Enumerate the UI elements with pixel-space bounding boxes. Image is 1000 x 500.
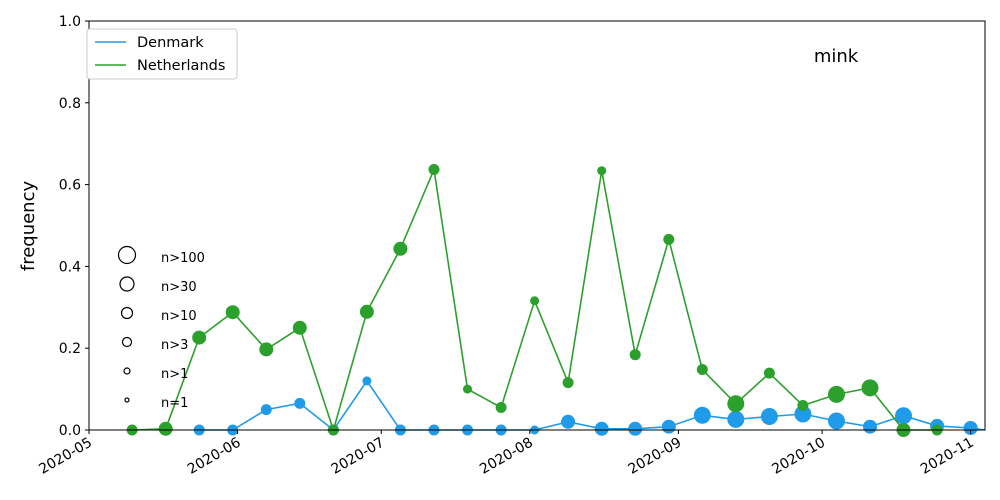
- data-point: [794, 405, 812, 423]
- data-point: [359, 304, 374, 319]
- y-tick-label: 0.2: [59, 341, 81, 357]
- y-tick-label: 0.4: [59, 259, 81, 275]
- series-layer: [126, 164, 986, 437]
- series-legend: Denmark Netherlands: [86, 28, 238, 80]
- data-point: [495, 402, 507, 413]
- data-point: [661, 419, 676, 434]
- size-legend-label: n>100: [161, 251, 205, 266]
- size-legend-marker: [119, 276, 135, 292]
- data-point: [863, 419, 877, 434]
- size-legend-marker: [117, 245, 137, 265]
- size-legend-marker: [124, 397, 130, 403]
- size-legend-label: n>30: [161, 280, 197, 295]
- data-point: [663, 233, 675, 245]
- data-point: [727, 410, 745, 428]
- data-point: [260, 404, 272, 416]
- data-point: [294, 397, 306, 409]
- data-point: [225, 305, 240, 320]
- data-point: [861, 379, 879, 397]
- size-legend-marker: [123, 367, 131, 375]
- data-point: [895, 407, 912, 425]
- x-axis: 2020-05 2020-06 2020-07 2020-08 2020-09 2020-…: [36, 430, 977, 478]
- y-tick-label: 0.0: [59, 423, 81, 439]
- x-tick-label: 2020-11: [918, 435, 977, 478]
- legend-label-netherlands: Netherlands: [137, 58, 225, 74]
- data-point: [727, 395, 745, 413]
- data-point: [292, 320, 307, 335]
- data-point: [797, 400, 809, 411]
- data-point: [259, 342, 274, 357]
- size-legend-label: n=1: [161, 396, 188, 411]
- x-tick-label: 2020-09: [626, 435, 685, 478]
- x-tick-label: 2020-07: [329, 435, 388, 478]
- size-legend: n>100 n>30 n>10 n>3 n>1 n=1: [117, 245, 205, 411]
- size-legend-label: n>1: [161, 367, 188, 382]
- data-point: [562, 377, 574, 389]
- data-point: [561, 414, 576, 429]
- y-tick-label: 0.8: [59, 96, 81, 112]
- data-point: [763, 367, 775, 379]
- data-point: [594, 421, 609, 436]
- data-point: [963, 421, 978, 435]
- chart-annotation: mink: [814, 46, 859, 67]
- y-tick-label: 0.6: [59, 178, 81, 194]
- legend-label-denmark: Denmark: [137, 35, 204, 51]
- size-legend-label: n>3: [161, 338, 188, 353]
- y-tick-label: 1.0: [59, 14, 81, 30]
- data-point: [530, 296, 540, 306]
- data-point: [362, 376, 372, 386]
- plot-frame: [88, 20, 986, 431]
- data-point: [696, 364, 708, 375]
- y-axis-label: frequency: [18, 181, 39, 272]
- data-point: [628, 421, 643, 436]
- data-point: [158, 421, 173, 436]
- data-point: [693, 406, 711, 424]
- size-legend-marker: [120, 306, 134, 320]
- x-tick-label: 2020-06: [185, 435, 244, 478]
- data-point: [192, 330, 207, 345]
- y-axis: 0.0 0.2 0.4 0.6 0.8 1.0: [59, 14, 89, 439]
- data-point: [463, 384, 472, 394]
- data-point: [760, 408, 778, 425]
- data-point: [629, 349, 641, 361]
- size-legend-marker: [121, 336, 133, 348]
- data-point: [597, 166, 607, 176]
- data-point: [393, 241, 408, 256]
- data-point: [828, 385, 845, 403]
- x-tick-label: 2020-05: [36, 435, 95, 478]
- data-point: [828, 412, 845, 430]
- x-tick-label: 2020-10: [769, 435, 828, 478]
- size-legend-label: n>10: [161, 309, 197, 324]
- series-netherlands: [126, 164, 943, 437]
- data-point: [428, 164, 440, 175]
- x-tick-label: 2020-08: [477, 435, 536, 478]
